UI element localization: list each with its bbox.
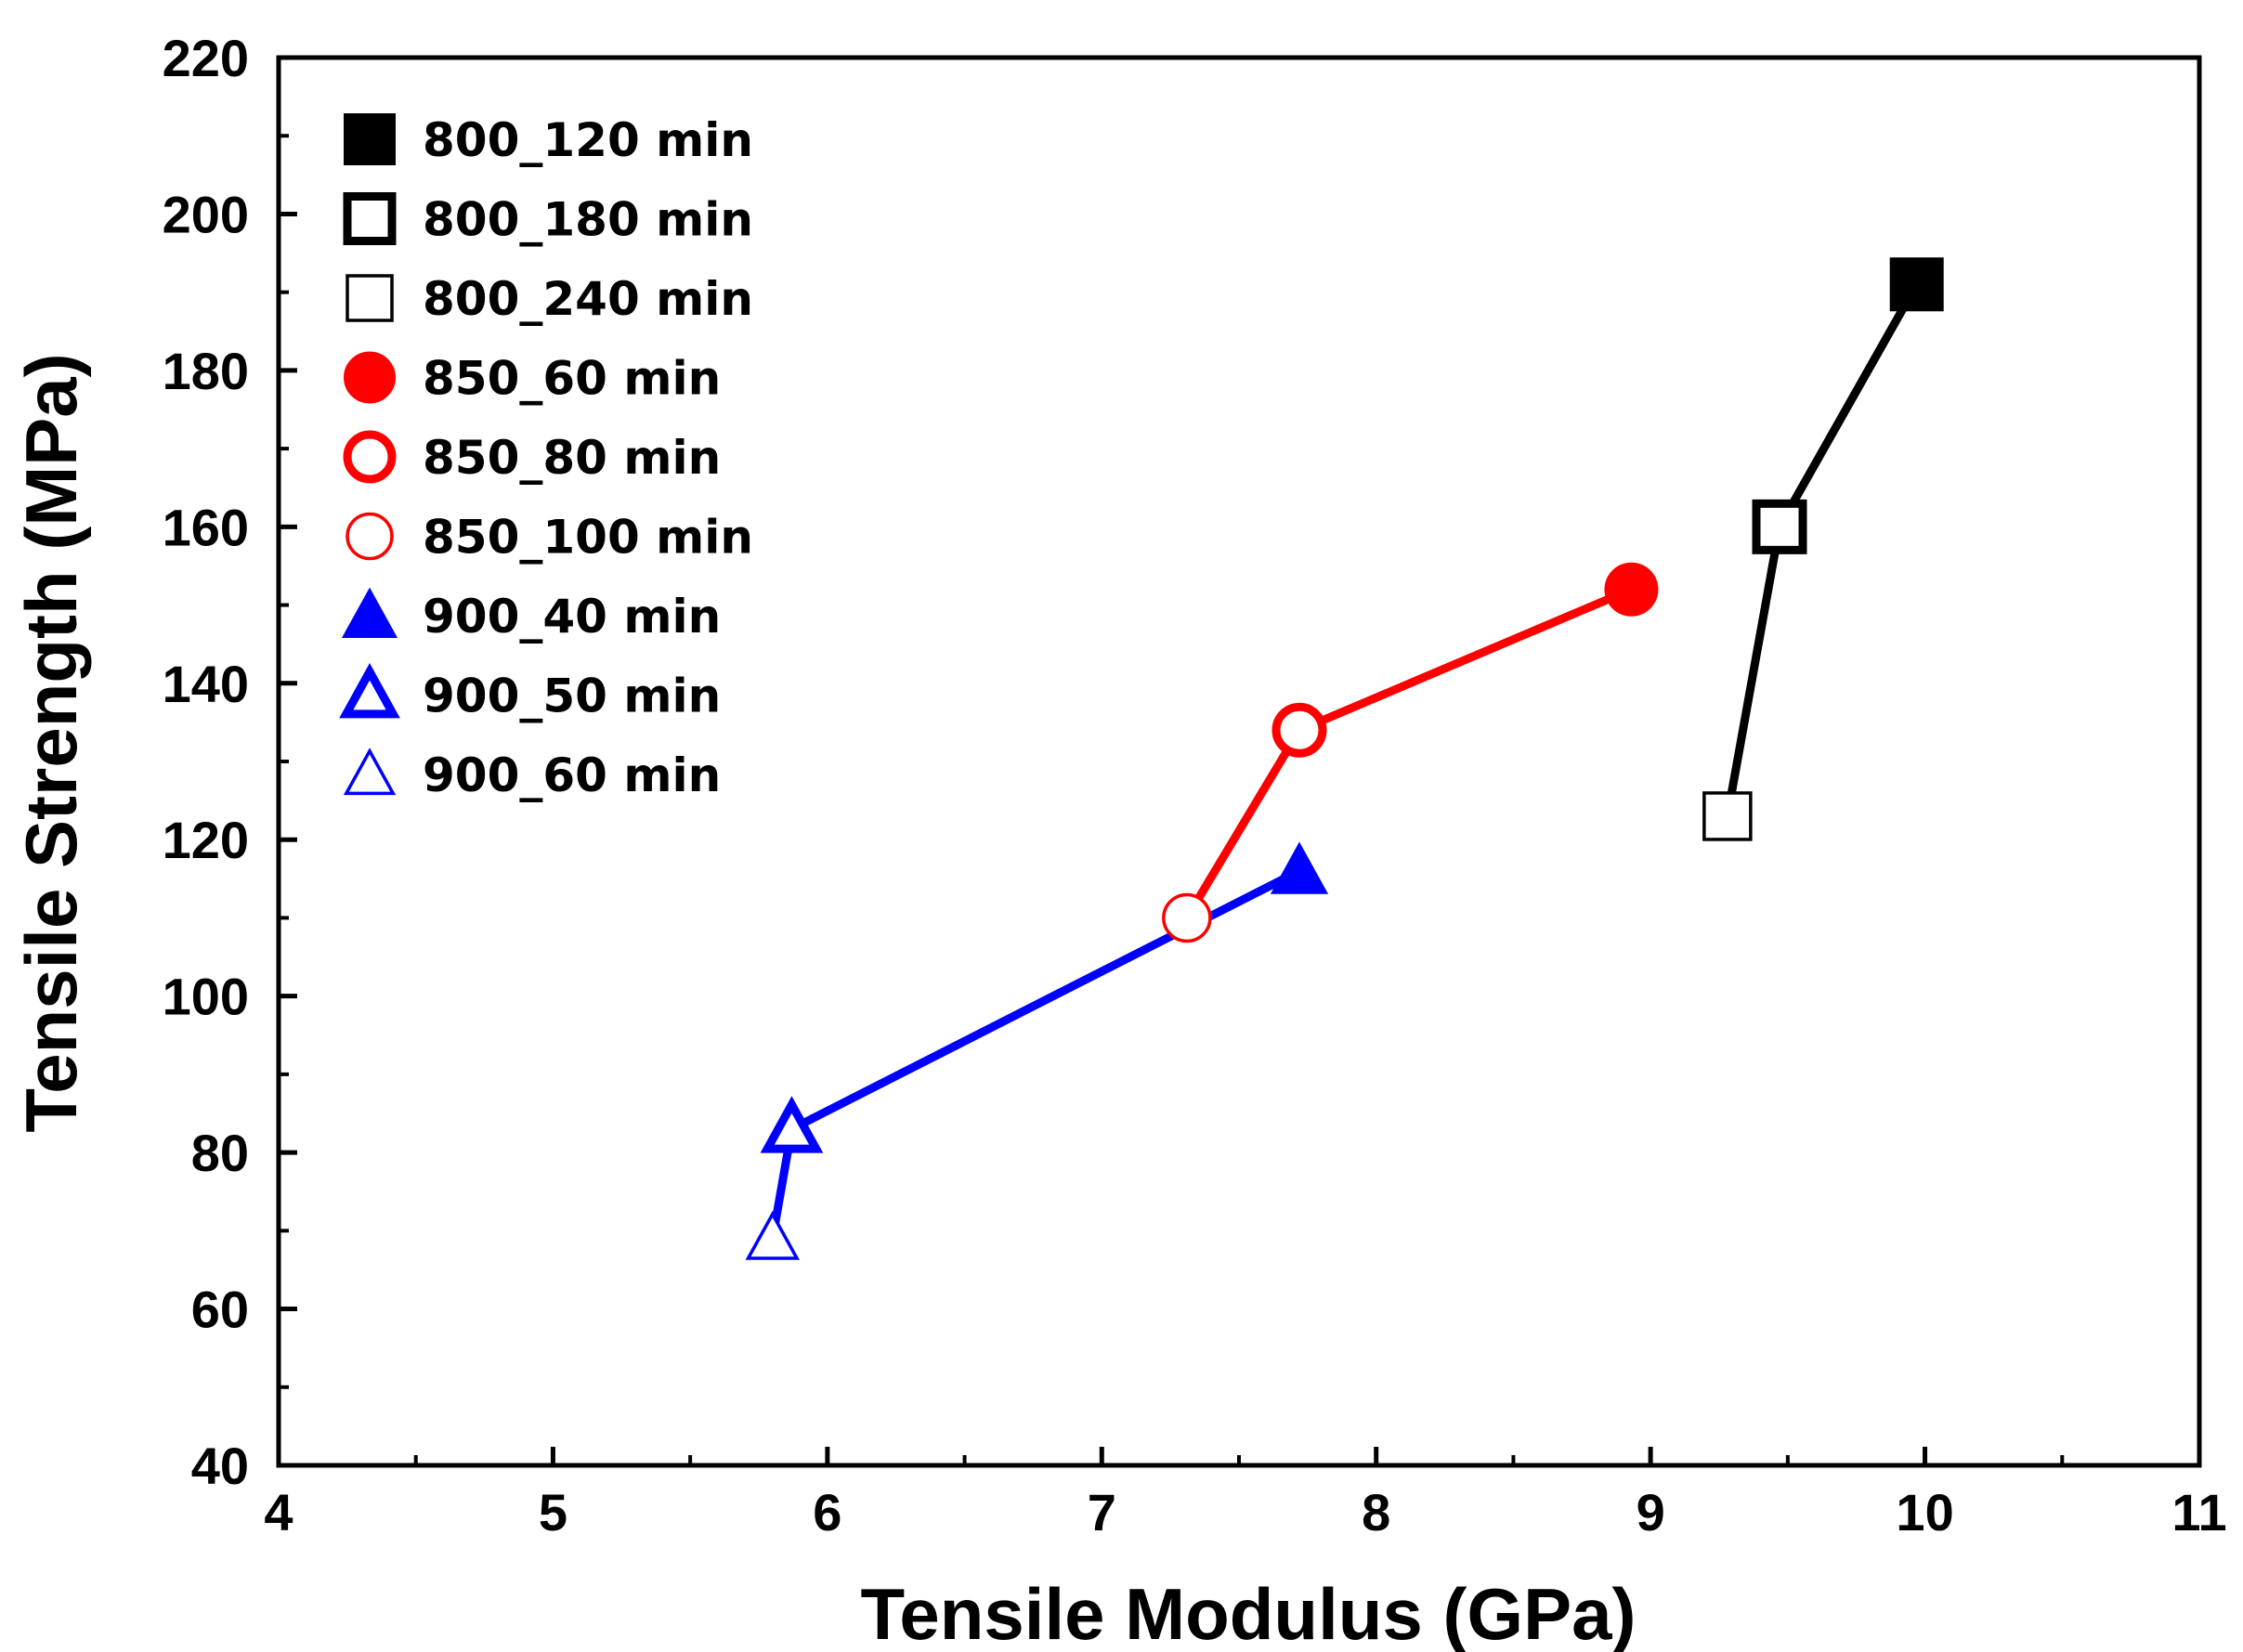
- y-tick-label: 80: [191, 1124, 249, 1182]
- x-tick-label: 11: [2171, 1483, 2226, 1541]
- y-axis-title: Tensile Strength (MPa): [10, 353, 92, 1132]
- legend-label: 900_60 min: [423, 748, 721, 802]
- legend-label: 800_180 min: [423, 193, 753, 247]
- data-point-800: [1702, 791, 1753, 841]
- x-tick-label: 6: [813, 1483, 841, 1541]
- legend-label: 800_240 min: [423, 272, 753, 326]
- y-tick-label: 100: [163, 968, 249, 1026]
- legend-label: 850_80 min: [423, 431, 721, 485]
- legend-marker: [339, 662, 400, 719]
- y-tick-label: 140: [163, 655, 249, 713]
- series-line-850: [1183, 585, 1634, 920]
- y-tick-label: 160: [163, 498, 249, 556]
- y-tick-label: 120: [163, 811, 249, 869]
- legend-marker: [341, 587, 398, 638]
- data-point-900: [745, 1210, 800, 1260]
- x-axis-title: Tensile Modulus (GPa): [861, 1573, 1637, 1652]
- y-tick-label: 180: [163, 342, 249, 400]
- y-tick-label: 200: [163, 185, 249, 243]
- data-point-800: [1752, 499, 1807, 554]
- data-point-900: [760, 1096, 824, 1153]
- legend-label: 900_50 min: [423, 670, 721, 723]
- series-line-900: [768, 866, 1302, 1240]
- y-tick-label: 40: [191, 1437, 249, 1495]
- x-tick-label: 7: [1088, 1483, 1116, 1541]
- data-point-850: [1271, 702, 1327, 758]
- data-point-850: [1604, 562, 1659, 617]
- legend-marker: [343, 748, 397, 796]
- legend-marker: [343, 192, 397, 245]
- legend-label: 800_120 min: [423, 113, 753, 167]
- legend-marker: [344, 351, 396, 404]
- data-point-850: [1162, 892, 1212, 943]
- x-tick-label: 5: [539, 1483, 567, 1541]
- data-point-800: [1889, 257, 1944, 312]
- y-tick-label: 60: [191, 1281, 249, 1339]
- legend-marker: [343, 430, 397, 484]
- data-point-900: [1270, 841, 1329, 894]
- legend-marker: [346, 512, 394, 561]
- legend-label: 850_100 min: [423, 511, 753, 565]
- legend-label: 850_60 min: [423, 352, 721, 406]
- legend-marker: [344, 113, 396, 165]
- legend-label: 900_40 min: [423, 590, 721, 644]
- x-tick-label: 10: [1896, 1483, 1953, 1541]
- y-tick-label: 220: [163, 29, 249, 87]
- x-tick-label: 9: [1637, 1483, 1665, 1541]
- x-tick-label: 8: [1362, 1483, 1390, 1541]
- legend-marker: [346, 274, 394, 322]
- x-tick-label: 4: [264, 1483, 293, 1541]
